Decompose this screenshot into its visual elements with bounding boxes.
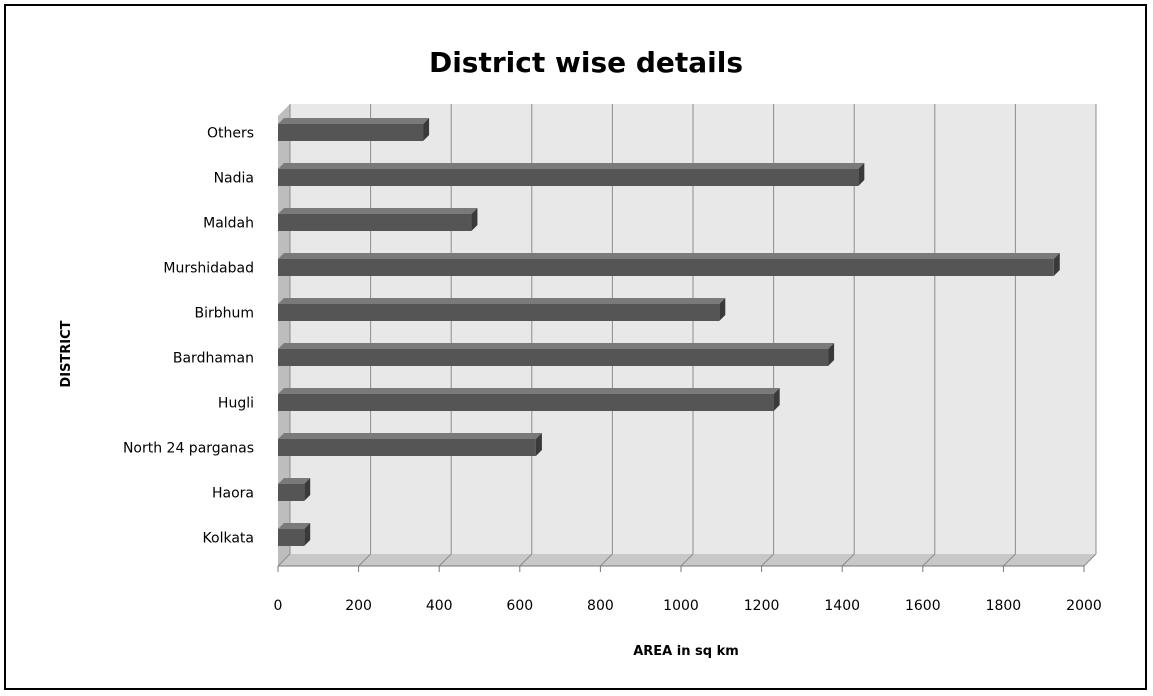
bar-end (858, 163, 865, 186)
x-tick-label: 1800 (986, 598, 1022, 614)
x-tick-label: 600 (506, 598, 533, 614)
y-category-label: Bardhaman (173, 351, 254, 367)
bar (278, 439, 536, 456)
x-tick-label: 400 (426, 598, 453, 614)
chart-svg: District wise details AREA in sq km DIST… (59, 46, 1102, 659)
gridline-floor (277, 553, 291, 567)
y-category-label: Haora (212, 486, 254, 502)
bar (278, 349, 829, 366)
bar-end (828, 343, 835, 366)
x-tick-label: 1000 (663, 598, 699, 614)
bar-end (1053, 253, 1060, 276)
y-axis-title: DISTRICT (59, 320, 74, 387)
bar-end (719, 298, 726, 321)
y-category-label: Maldah (203, 216, 254, 232)
y-category-label: Others (207, 126, 254, 142)
bar (278, 529, 305, 546)
plot-area: 0 200 400 600 800 1000 1200 1400 1600 1800 2000 Kol… (123, 104, 1102, 614)
gridline-floor (519, 553, 533, 567)
bar-end (423, 118, 430, 141)
bar (278, 214, 472, 231)
x-tick-label: 1600 (905, 598, 941, 614)
x-tick-label: 1400 (824, 598, 860, 614)
gridline-floor (1003, 553, 1016, 567)
bar (278, 484, 305, 501)
gridline-floor (922, 553, 936, 567)
bar-end (304, 523, 311, 546)
bar-top (278, 298, 726, 304)
bar-top (278, 208, 478, 214)
bar-top (278, 433, 542, 439)
bar-top (278, 388, 780, 394)
bar-top (278, 163, 865, 169)
gridline-floor (761, 553, 774, 567)
chart-frame: District wise details AREA in sq km DIST… (4, 4, 1147, 690)
gridline-floor (438, 553, 452, 567)
y-category-label: Hugli (218, 396, 254, 412)
bar (278, 169, 859, 186)
bar-end (773, 388, 780, 411)
bar-top (278, 118, 430, 124)
y-category-label: Birbhum (194, 306, 254, 322)
bar-top (278, 343, 835, 349)
gridline-floor (600, 553, 613, 567)
bar-end (304, 478, 311, 501)
y-category-label: North 24 parganas (123, 441, 254, 457)
chart-title: District wise details (429, 46, 743, 79)
x-tick-label: 2000 (1066, 598, 1102, 614)
x-tick-label: 1200 (744, 598, 780, 614)
y-category-label: Kolkata (203, 531, 254, 547)
bar (278, 124, 424, 141)
x-tick-label: 200 (345, 598, 372, 614)
bar-end (471, 208, 478, 231)
bar (278, 304, 720, 321)
bar-top (278, 523, 311, 529)
bar (278, 394, 774, 411)
y-category-label: Nadia (214, 171, 254, 187)
bar-top (278, 478, 311, 484)
gridline-floor (841, 553, 855, 567)
bar (278, 259, 1054, 276)
gridline-floor (1083, 553, 1097, 567)
x-tick-label: 0 (274, 598, 283, 614)
bar-top (278, 253, 1060, 259)
bar-end (535, 433, 542, 456)
x-axis-title: AREA in sq km (633, 644, 739, 659)
x-tick-label: 800 (587, 598, 614, 614)
gridline-floor (358, 553, 371, 567)
gridline-floor (680, 553, 694, 567)
y-category-label: Murshidabad (163, 261, 254, 277)
